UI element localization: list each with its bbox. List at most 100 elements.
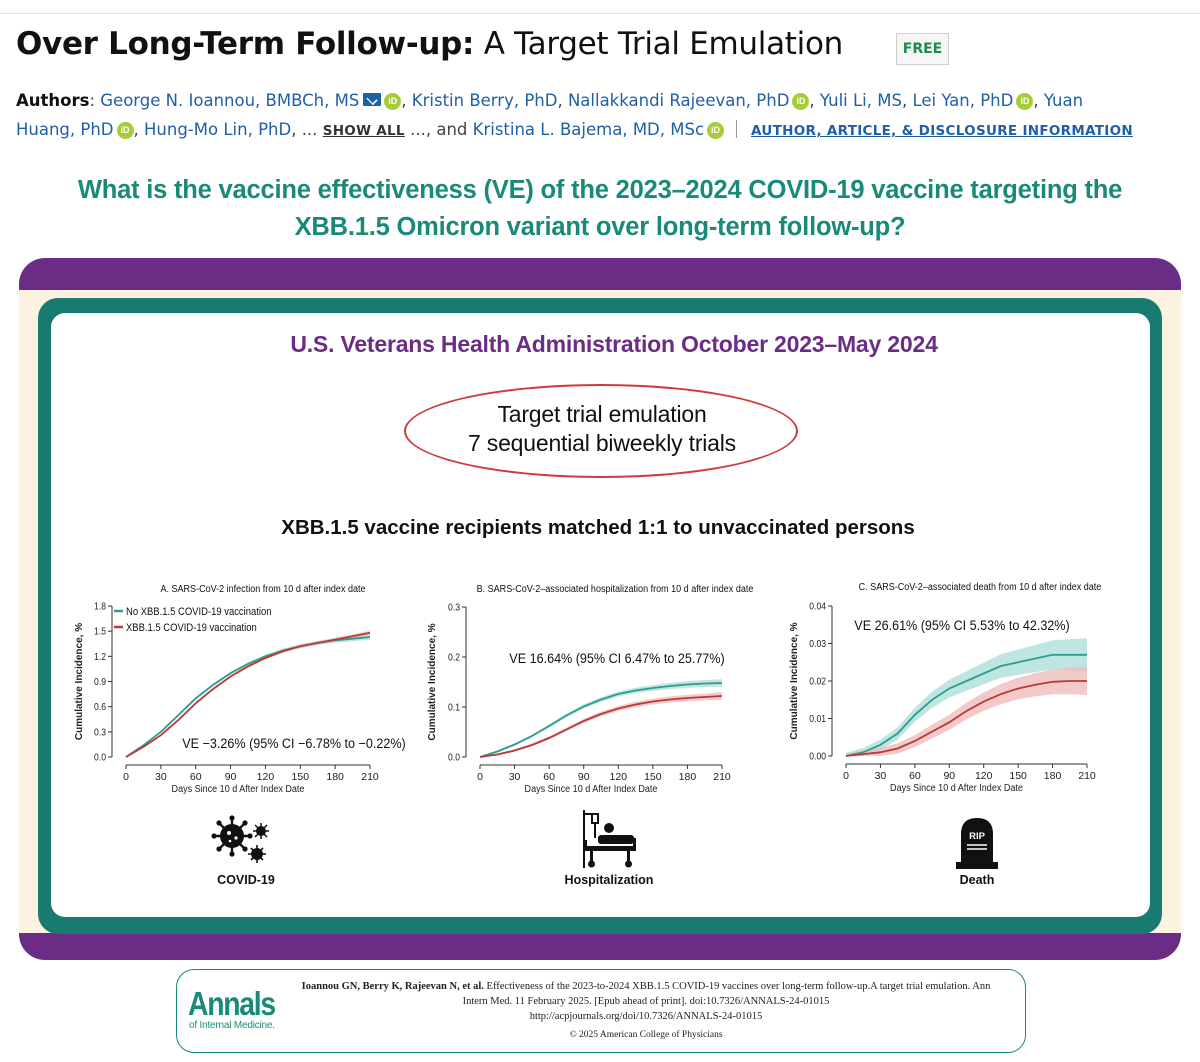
x-tick-label: 30 (875, 770, 887, 782)
design-line-2: 7 sequential biweekly trials (468, 430, 736, 456)
chart-panel-a: A. SARS-CoV-2 infection from 10 d after … (74, 583, 406, 795)
study-setting-title: U.S. Veterans Health Administration Octo… (290, 331, 938, 357)
disclosure-link[interactable]: AUTHOR, ARTICLE, & DISCLOSURE INFORMATIO… (751, 123, 1133, 139)
author-link-huang-part1[interactable]: Yuan (1043, 91, 1084, 110)
x-tick-label: 120 (975, 770, 993, 782)
authors-block: Authors: George N. Ioannou, BMBCh, MS iD,… (16, 86, 1200, 146)
design-text: Target trial emulation 7 sequential biwe… (404, 400, 800, 458)
x-axis-label: Days Since 10 d After Index Date (525, 783, 658, 795)
y-tick-label: 0.0 (94, 752, 106, 763)
legend-label: No XBB.1.5 COVID-19 vaccination (126, 606, 272, 618)
legend-label: XBB.1.5 COVID-19 vaccination (126, 622, 257, 634)
y-tick-label: 0.6 (94, 702, 106, 713)
x-axis-label: Days Since 10 d After Index Date (890, 782, 1023, 794)
chart-panel-b: B. SARS-CoV-2–associated hospitalization… (427, 583, 753, 795)
x-tick-label: 210 (713, 771, 731, 783)
x-tick-label: 120 (257, 771, 275, 783)
x-tick-label: 150 (292, 771, 310, 783)
author-link-rajeevan[interactable]: Nallakkandi Rajeevan, PhD (567, 91, 790, 110)
x-tick-label: 180 (326, 771, 344, 783)
x-tick-label: 30 (509, 771, 521, 783)
author-link-li[interactable]: Yuli Li, MS (819, 91, 902, 110)
author-link-berry[interactable]: Kristin Berry, PhD (411, 91, 558, 110)
orcid-icon[interactable]: iD (116, 122, 134, 139)
x-tick-label: 210 (361, 771, 379, 783)
citation-box (176, 969, 1026, 1053)
virus-icon (211, 815, 269, 863)
rip-text: RIP (969, 831, 986, 842)
hospital-bed-icon (583, 810, 636, 868)
y-axis-label: Cumulative Incidence, % (427, 623, 438, 740)
authors-line-2: Huang, PhD iD, Hung-Mo Lin, PhD, ... SHOW… (16, 120, 1133, 139)
x-tick-label: 0 (123, 771, 129, 783)
y-tick-label: 0.04 (809, 601, 826, 612)
show-all-link[interactable]: SHOW ALL (322, 123, 405, 139)
authors-line-1: Authors: George N. Ioannou, BMBCh, MS iD,… (16, 91, 1084, 110)
question-line-1: What is the vaccine effectiveness (VE) o… (77, 176, 1123, 204)
y-tick-label: 0.1 (448, 702, 460, 713)
x-tick-label: 0 (477, 771, 483, 783)
x-tick-label: 0 (843, 770, 849, 782)
x-tick-label: 30 (155, 771, 167, 783)
authors-ellipsis: ... (301, 120, 318, 139)
outcome-label-hospitalization: Hospitalization (564, 873, 654, 887)
series-line-vaccinated (845, 680, 1087, 757)
orcid-icon[interactable]: iD (792, 93, 810, 110)
journal-brand-logo: Annals (188, 985, 276, 1022)
series-line-unvaccinated (479, 682, 723, 758)
authors-and: , and (425, 120, 468, 139)
free-badge: FREE (896, 33, 949, 65)
chart-panel-c: C. SARS-CoV-2–associated death from 10 d… (789, 581, 1101, 794)
series-line-vaccinated (125, 631, 371, 758)
y-tick-label: 0.0 (448, 752, 460, 763)
confidence-band-unvaccinated (480, 679, 722, 757)
x-tick-label: 90 (578, 771, 590, 783)
x-tick-label: 60 (543, 771, 555, 783)
x-tick-label: 120 (610, 771, 628, 783)
author-link-huang-part2[interactable]: Huang, PhD (16, 120, 114, 139)
author-link-yan[interactable]: Lei Yan, PhD (912, 91, 1014, 110)
design-ellipse (404, 384, 798, 478)
gravestone-icon: RIP (956, 818, 998, 869)
citation-url[interactable]: http://acpjournals.org/doi/10.7326/ANNAL… (529, 1011, 763, 1022)
y-tick-label: 0.3 (448, 602, 460, 613)
y-tick-label: 0.01 (809, 713, 826, 724)
y-tick-label: 0.2 (448, 652, 460, 663)
citation-text: Ioannou GN, Berry K, Rajeevan N, et al. … (296, 979, 996, 1024)
x-tick-label: 90 (225, 771, 237, 783)
confidence-band-vaccinated (480, 692, 722, 757)
author-link-bajema[interactable]: Kristina L. Bajema, MD, MSc (472, 120, 705, 139)
x-tick-label: 90 (943, 770, 955, 782)
y-tick-label: 0.02 (809, 676, 826, 687)
x-tick-label: 210 (1078, 770, 1096, 782)
y-tick-label: 0.3 (94, 727, 106, 738)
article-title: Over Long-Term Follow-up: A Target Trial… (16, 26, 843, 62)
journal-brand-subtitle: of Internal Medicine. (189, 1020, 275, 1031)
copyright: © 2025 American College of Physicians (569, 1030, 723, 1040)
outcome-label-death: Death (959, 873, 995, 887)
ve-annotation: VE −3.26% (95% CI −6.78% to −0.22%) (182, 735, 405, 751)
series-line-unvaccinated (845, 653, 1087, 757)
mail-icon[interactable] (363, 93, 382, 106)
matching-statement: XBB.1.5 vaccine recipients matched 1:1 t… (281, 516, 915, 539)
orcid-icon[interactable]: iD (384, 93, 402, 110)
x-tick-label: 150 (644, 771, 662, 783)
citation-body: Effectiveness of the 2023-to-2024 XBB.1.… (462, 981, 991, 1007)
y-tick-label: 1.8 (94, 601, 106, 612)
design-line-1: Target trial emulation (497, 401, 707, 427)
y-axis-label: Cumulative Incidence, % (74, 623, 85, 740)
y-tick-label: 0.9 (94, 676, 106, 687)
chart-title: C. SARS-CoV-2–associated death from 10 d… (859, 581, 1102, 593)
outcome-label-covid: COVID-19 (217, 873, 275, 887)
top-divider (0, 13, 1200, 14)
authors-ellipsis-2: ... (410, 120, 426, 139)
orcid-icon[interactable]: iD (707, 122, 725, 139)
citation-authors: Ioannou GN, Berry K, Rajeevan N, et al. (301, 981, 484, 992)
author-link-lin[interactable]: Hung-Mo Lin, PhD (144, 120, 292, 139)
author-link-ioannou[interactable]: George N. Ioannou, BMBCh, MS (100, 91, 360, 110)
x-tick-label: 150 (1009, 770, 1027, 782)
authors-label: Authors (16, 91, 90, 110)
orcid-icon[interactable]: iD (1016, 93, 1034, 110)
chart-title: B. SARS-CoV-2–associated hospitalization… (477, 583, 754, 595)
x-tick-label: 180 (679, 771, 697, 783)
